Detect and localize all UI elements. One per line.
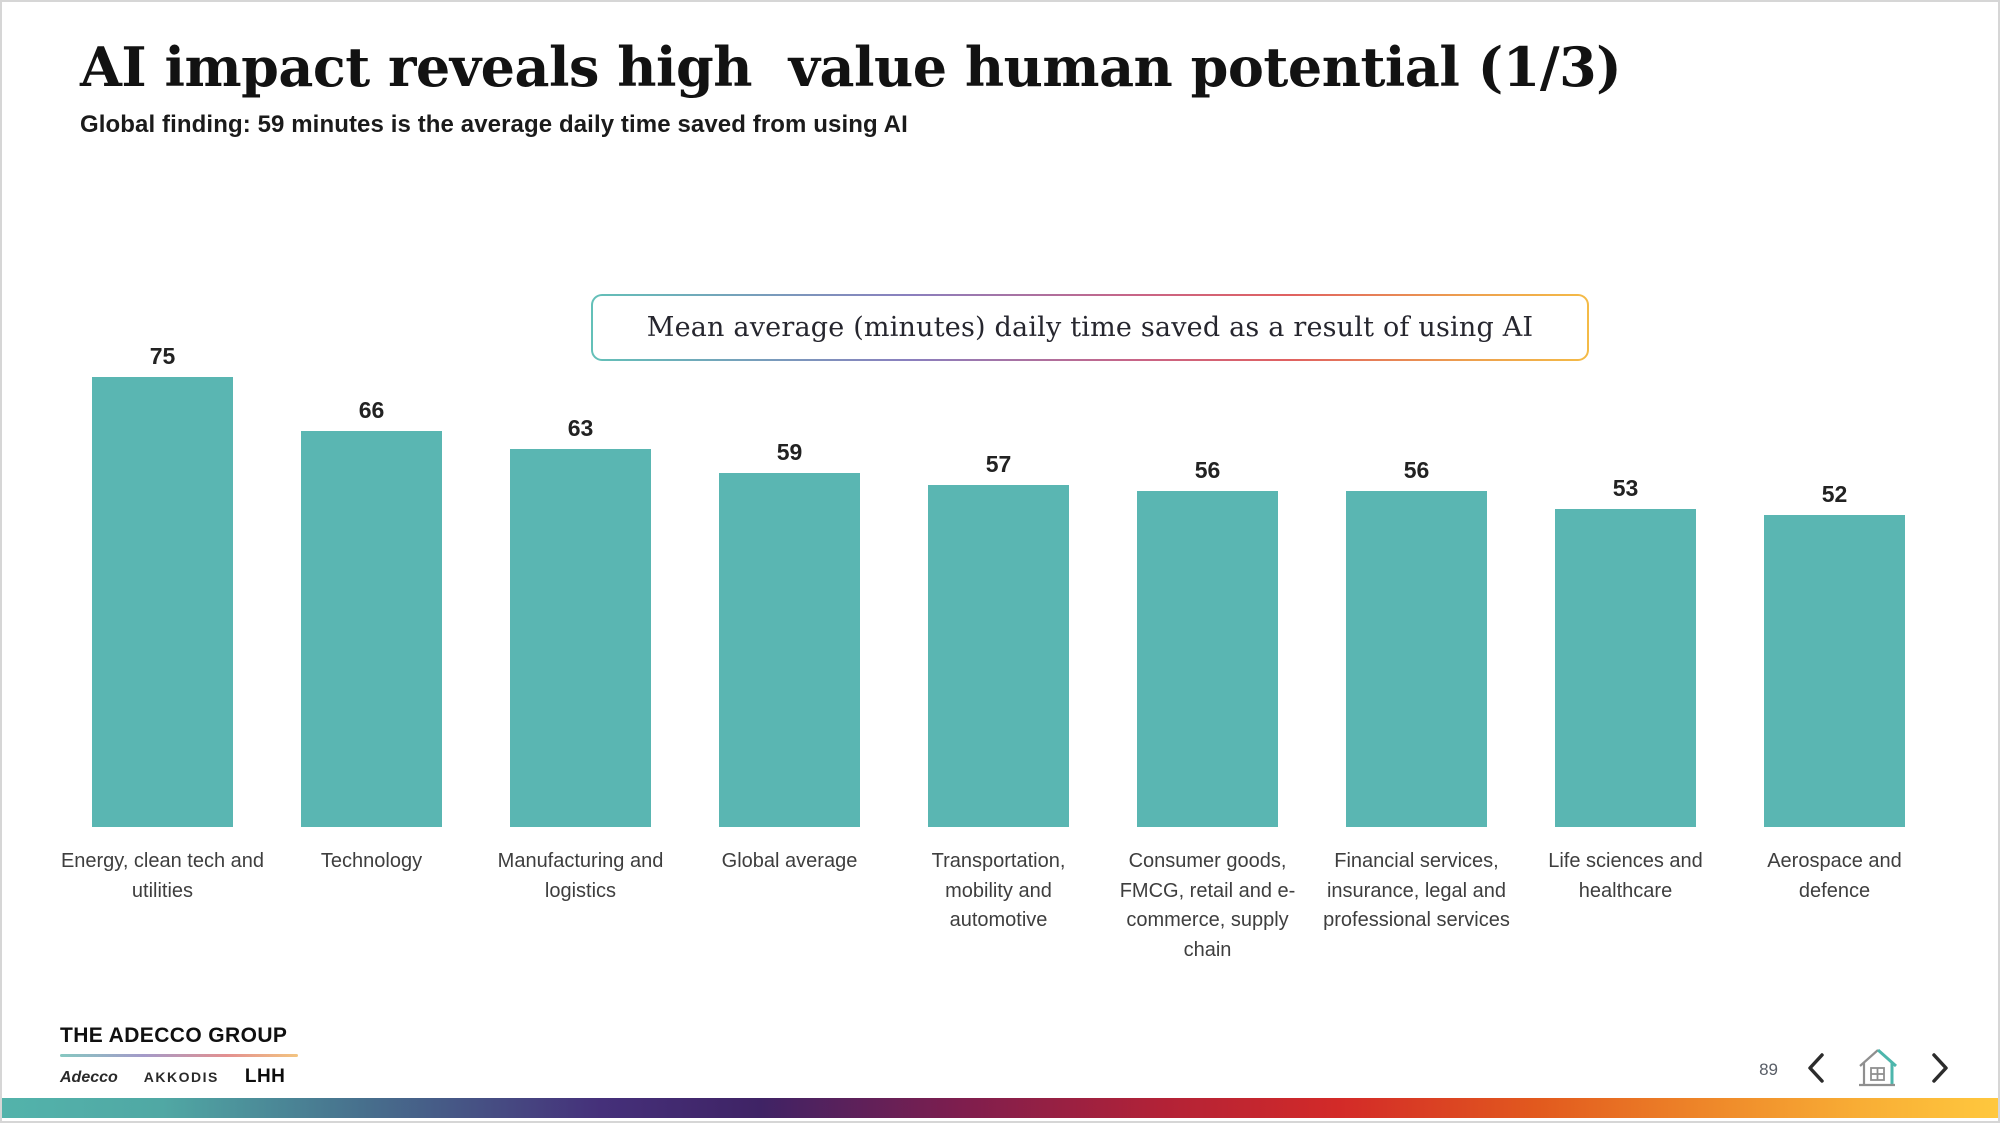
category-label: Transportation, mobility and automotive xyxy=(931,850,1066,932)
bar-group: 56 xyxy=(1137,457,1278,827)
category-label: Energy, clean tech and utilities xyxy=(60,850,265,902)
bar xyxy=(1137,491,1278,827)
adecco-logo: Adecco xyxy=(60,1069,118,1086)
category-label-cell: Manufacturing and logistics xyxy=(498,847,664,965)
bar-value-label: 56 xyxy=(1194,457,1221,483)
lhh-logo: LHH xyxy=(244,1066,286,1087)
slide-header: AI impact reveals high value human poten… xyxy=(80,35,1622,139)
bar-value-label: 63 xyxy=(567,415,594,441)
labels-row: Energy, clean tech and utilities Technolo… xyxy=(61,847,1905,965)
brand-gradient-underline xyxy=(60,1054,298,1057)
category-label: Consumer goods, FMCG, retail and e-comme… xyxy=(1119,850,1296,961)
bar xyxy=(1764,515,1905,827)
chevron-right-icon xyxy=(1930,1052,1950,1087)
bar-group: 59 xyxy=(719,439,860,827)
category-label: Global average xyxy=(721,850,858,872)
category-label: Manufacturing and logistics xyxy=(497,850,664,902)
page-subtitle: Global finding: 59 minutes is the averag… xyxy=(80,111,908,139)
bar-value-label: 75 xyxy=(149,343,176,369)
bar xyxy=(1555,509,1696,827)
bar-value-label: 59 xyxy=(776,439,803,465)
page-title: AI impact reveals high value human poten… xyxy=(80,35,1622,99)
brand-block: THE ADECCO GROUP Adecco AKKODIS LHH xyxy=(60,1024,298,1088)
bars-row: 75 66 63 59 57 56 56 53 52 xyxy=(92,343,1905,827)
bar-group: 75 xyxy=(92,343,233,827)
category-label: Technology xyxy=(320,850,423,872)
bar-group: 66 xyxy=(301,397,442,827)
category-label-cell: Financial services, insurance, legal and… xyxy=(1323,847,1510,965)
home-button[interactable] xyxy=(1854,1044,1902,1095)
category-label: Aerospace and defence xyxy=(1767,850,1902,902)
chart-title-text: Mean average (minutes) daily time saved … xyxy=(593,296,1587,359)
chevron-left-icon xyxy=(1806,1052,1826,1087)
bar xyxy=(928,485,1069,827)
bar-group: 52 xyxy=(1764,481,1905,827)
category-label-cell: Aerospace and defence xyxy=(1764,847,1905,965)
bar-group: 53 xyxy=(1555,475,1696,827)
rainbow-gradient-bar xyxy=(2,1098,1998,1118)
category-label: Life sciences and healthcare xyxy=(1548,850,1703,902)
category-label-cell: Life sciences and healthcare xyxy=(1548,847,1703,965)
bar-value-label: 52 xyxy=(1821,481,1848,507)
category-label-cell: Consumer goods, FMCG, retail and e-comme… xyxy=(1120,847,1296,965)
chart-title-callout: Mean average (minutes) daily time saved … xyxy=(591,294,1589,361)
akkodis-logo: AKKODIS xyxy=(143,1069,219,1085)
bar-group: 56 xyxy=(1346,457,1487,827)
brand-name: THE ADECCO GROUP xyxy=(60,1024,288,1047)
page-number: 89 xyxy=(1759,1059,1778,1079)
category-label-cell: Technology xyxy=(301,847,442,965)
page-navigation: 89 xyxy=(1759,1044,1950,1095)
bar-value-label: 56 xyxy=(1403,457,1430,483)
home-icon xyxy=(1854,1044,1902,1095)
bar-value-label: 66 xyxy=(358,397,385,423)
bar xyxy=(301,431,442,827)
bar xyxy=(1346,491,1487,827)
bar-value-label: 53 xyxy=(1612,475,1639,501)
sub-brands: Adecco AKKODIS LHH xyxy=(60,1066,298,1088)
bar-group: 57 xyxy=(928,451,1069,827)
bar xyxy=(92,377,233,827)
previous-slide-button[interactable] xyxy=(1806,1052,1826,1087)
bar xyxy=(510,449,651,827)
bar xyxy=(719,473,860,827)
bar-group: 63 xyxy=(510,415,651,827)
next-slide-button[interactable] xyxy=(1930,1052,1950,1087)
category-label-cell: Global average xyxy=(719,847,860,965)
category-label: Financial services, insurance, legal and… xyxy=(1323,850,1510,932)
category-label-cell: Transportation, mobility and automotive xyxy=(928,847,1069,965)
category-label-cell: Energy, clean tech and utilities xyxy=(61,847,264,965)
bar-value-label: 57 xyxy=(985,451,1012,477)
